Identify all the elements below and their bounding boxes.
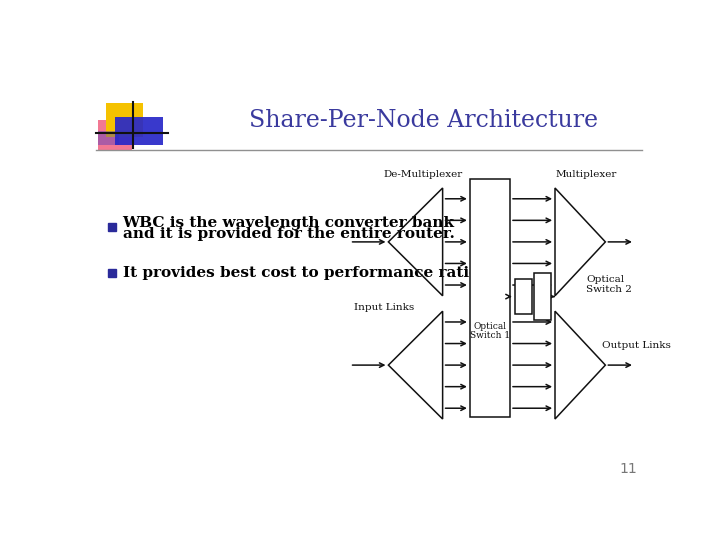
Text: Output Links: Output Links xyxy=(601,341,670,350)
Text: 11: 11 xyxy=(620,462,637,476)
Text: De-Multiplexer: De-Multiplexer xyxy=(384,171,463,179)
Text: B: B xyxy=(521,299,526,308)
Text: WBC is the wavelength converter bank: WBC is the wavelength converter bank xyxy=(122,215,454,230)
Text: Share-Per-Node Architecture: Share-Per-Node Architecture xyxy=(248,109,598,132)
Text: C: C xyxy=(521,290,526,299)
FancyBboxPatch shape xyxy=(106,103,143,137)
FancyBboxPatch shape xyxy=(98,120,132,151)
Bar xyxy=(515,279,532,314)
Text: Input Links: Input Links xyxy=(354,303,415,312)
Text: W: W xyxy=(519,280,527,289)
FancyBboxPatch shape xyxy=(98,131,120,145)
Text: Multiplexer: Multiplexer xyxy=(555,171,617,179)
Text: Optical: Optical xyxy=(474,322,506,331)
Text: It provides best cost to performance ratio: It provides best cost to performance rat… xyxy=(122,266,479,280)
FancyBboxPatch shape xyxy=(114,117,163,145)
Text: and it is provided for the entire router.: and it is provided for the entire router… xyxy=(122,227,454,241)
Bar xyxy=(534,273,551,320)
Text: Optical
Switch 2: Optical Switch 2 xyxy=(586,274,632,294)
Text: Switch 1: Switch 1 xyxy=(470,330,510,340)
Bar xyxy=(469,179,510,417)
